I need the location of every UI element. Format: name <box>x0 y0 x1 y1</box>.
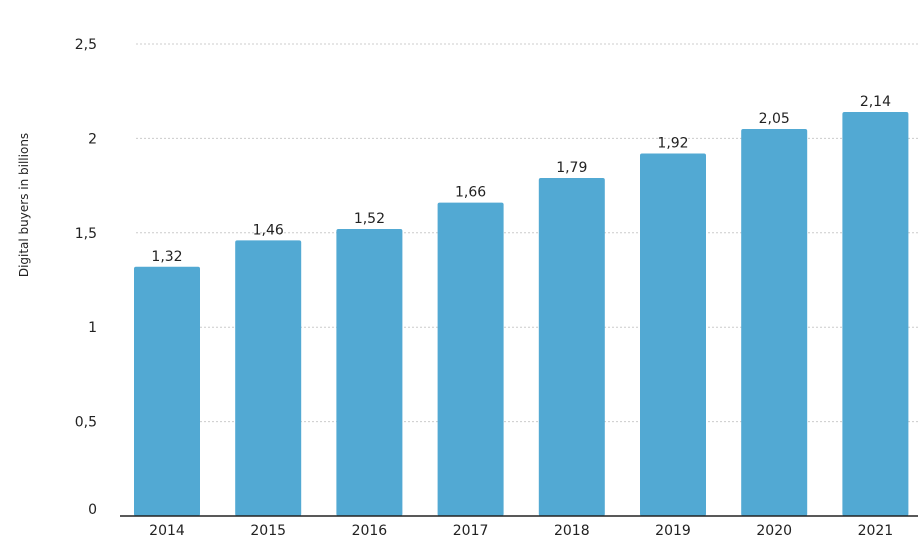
x-tick-label: 2021 <box>858 523 894 539</box>
bar-2016 <box>336 229 403 517</box>
x-tick-label: 2014 <box>149 523 185 539</box>
bar-2019 <box>640 153 706 516</box>
x-tick-label: 2015 <box>250 523 286 539</box>
x-tick-label: 2016 <box>352 523 388 539</box>
bar-2014 <box>134 266 200 516</box>
y-axis-ticks: 0 0,5 1 1,5 2 2,5 <box>75 37 97 518</box>
y-axis-label: Digital buyers in billions <box>17 133 31 277</box>
y-tick-label: 2 <box>88 131 97 147</box>
bars <box>134 111 909 517</box>
data-label-2016: 1,52 <box>354 211 385 227</box>
bar-2021 <box>842 111 909 516</box>
data-label-2021: 2,14 <box>860 94 891 110</box>
bar-2015 <box>235 240 302 517</box>
data-label-2020: 2,05 <box>759 111 790 127</box>
y-tick-label: 0,5 <box>75 415 97 431</box>
bar-2017 <box>437 202 504 517</box>
y-tick-label: 1,5 <box>75 226 97 242</box>
y-tick-label: 0 <box>88 502 97 518</box>
data-label-2017: 1,66 <box>455 185 486 201</box>
x-tick-label: 2020 <box>756 523 792 539</box>
y-tick-label: 1 <box>88 320 97 336</box>
y-tick-label: 2,5 <box>75 37 97 53</box>
x-tick-label: 2017 <box>453 523 489 539</box>
data-label-2019: 1,92 <box>657 136 688 152</box>
data-labels: 1,32 1,46 1,52 1,66 1,79 1,92 2,05 2,14 <box>151 94 891 265</box>
x-tick-label: 2018 <box>554 523 590 539</box>
bar-2018 <box>538 178 605 516</box>
bar-2020 <box>741 128 808 516</box>
x-axis-ticks: 2014 2015 2016 2017 2018 2019 2020 2021 <box>149 523 893 539</box>
data-label-2018: 1,79 <box>556 160 587 176</box>
x-tick-label: 2019 <box>655 523 691 539</box>
data-label-2015: 1,46 <box>253 222 284 238</box>
data-label-2014: 1,32 <box>151 249 182 265</box>
